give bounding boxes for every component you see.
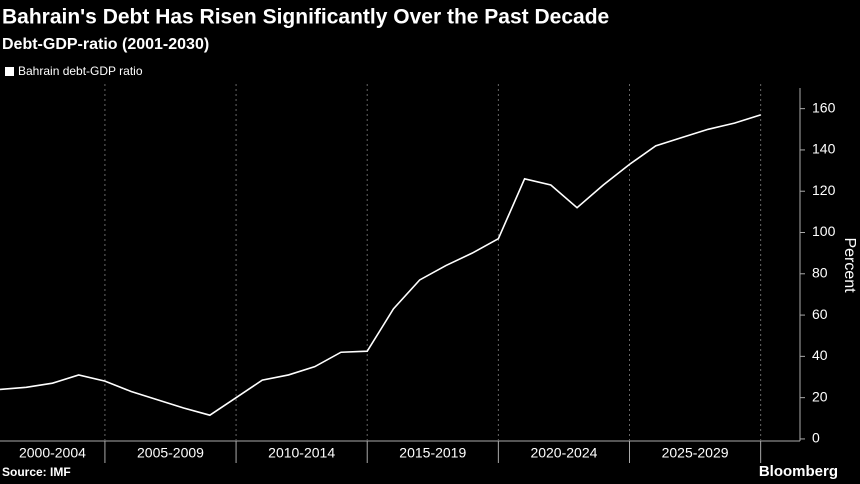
y-tick-label: 120 xyxy=(812,182,836,198)
chart-subtitle: Debt-GDP-ratio (2001-2030) xyxy=(2,36,209,53)
source: Source: IMF xyxy=(2,465,71,479)
legend-label: Bahrain debt-GDP ratio xyxy=(18,64,143,78)
chart-title: Bahrain's Debt Has Risen Significantly O… xyxy=(2,6,609,29)
legend-swatch xyxy=(5,67,14,76)
data-line xyxy=(0,114,761,417)
y-tick-label: 60 xyxy=(812,306,828,322)
y-tick-label: 40 xyxy=(812,347,828,363)
x-tick-label: 2020-2024 xyxy=(530,445,597,461)
x-tick-label: 2015-2019 xyxy=(399,445,466,461)
x-tick-label: 2000-2004 xyxy=(19,445,86,461)
y-tick-label: 140 xyxy=(812,141,836,157)
y-tick-label: 0 xyxy=(812,430,820,446)
x-tick-label: 2025-2029 xyxy=(662,445,729,461)
x-tick-label: 2010-2014 xyxy=(268,445,335,461)
y-tick-label: 80 xyxy=(812,264,828,280)
y-axis-title: Percent xyxy=(841,237,858,293)
y-tick-label: 100 xyxy=(812,223,836,239)
brand: Bloomberg xyxy=(759,463,838,480)
x-tick-label: 2005-2009 xyxy=(137,445,204,461)
y-tick-label: 20 xyxy=(812,388,828,404)
y-tick-label: 160 xyxy=(812,99,836,115)
